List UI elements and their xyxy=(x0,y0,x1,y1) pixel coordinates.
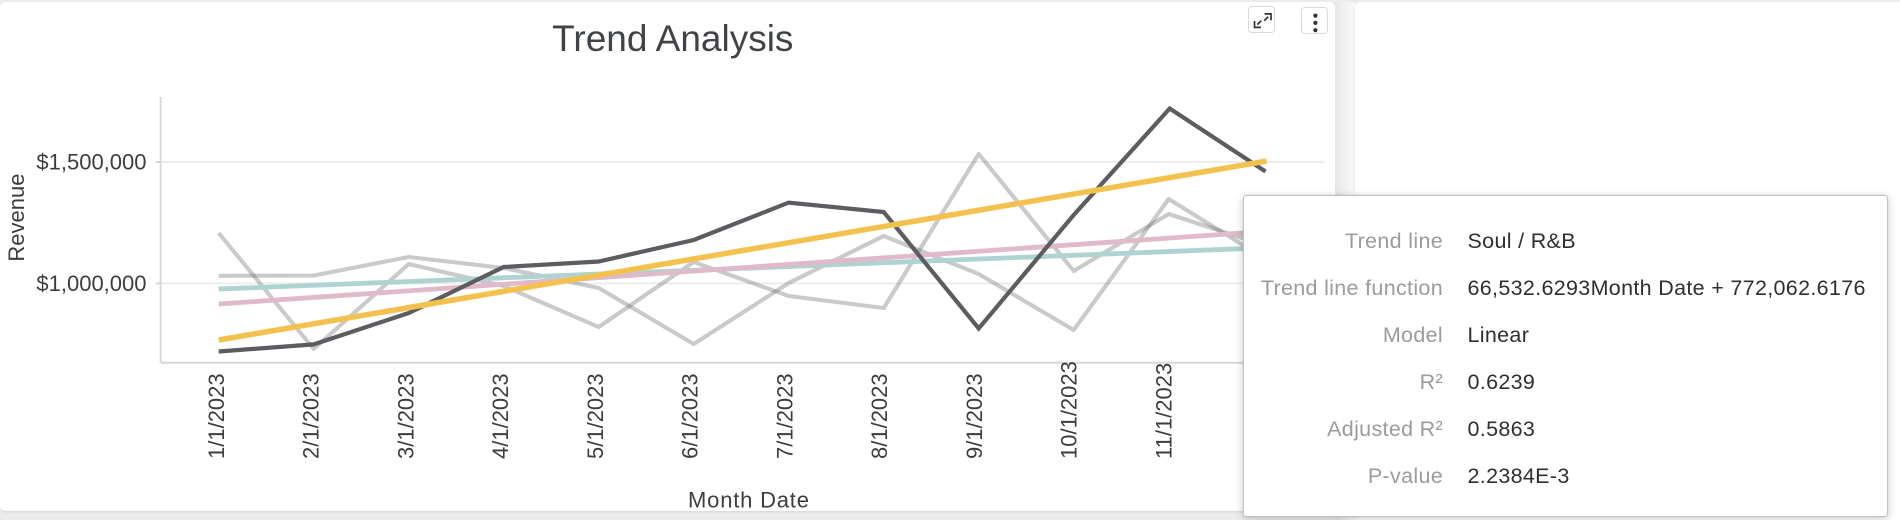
svg-text:11/1/2023: 11/1/2023 xyxy=(1151,363,1176,459)
svg-text:6/1/2023: 6/1/2023 xyxy=(678,373,703,459)
svg-text:9/1/2023: 9/1/2023 xyxy=(962,373,987,459)
svg-text:$1,000,000: $1,000,000 xyxy=(36,271,146,296)
svg-text:5/1/2023: 5/1/2023 xyxy=(583,373,608,459)
svg-text:2/1/2023: 2/1/2023 xyxy=(299,373,324,459)
svg-text:10/1/2023: 10/1/2023 xyxy=(1057,361,1082,459)
svg-text:4/1/2023: 4/1/2023 xyxy=(488,373,513,459)
svg-text:7/1/2023: 7/1/2023 xyxy=(772,373,797,459)
svg-text:8/1/2023: 8/1/2023 xyxy=(867,373,892,459)
svg-text:Month Date: Month Date xyxy=(688,488,810,513)
svg-text:Trend Analysis: Trend Analysis xyxy=(552,18,793,59)
svg-text:1/1/2023: 1/1/2023 xyxy=(204,373,229,459)
svg-text:Revenue: Revenue xyxy=(4,174,29,262)
svg-text:$1,500,000: $1,500,000 xyxy=(36,150,146,175)
svg-text:3/1/2023: 3/1/2023 xyxy=(393,373,418,459)
